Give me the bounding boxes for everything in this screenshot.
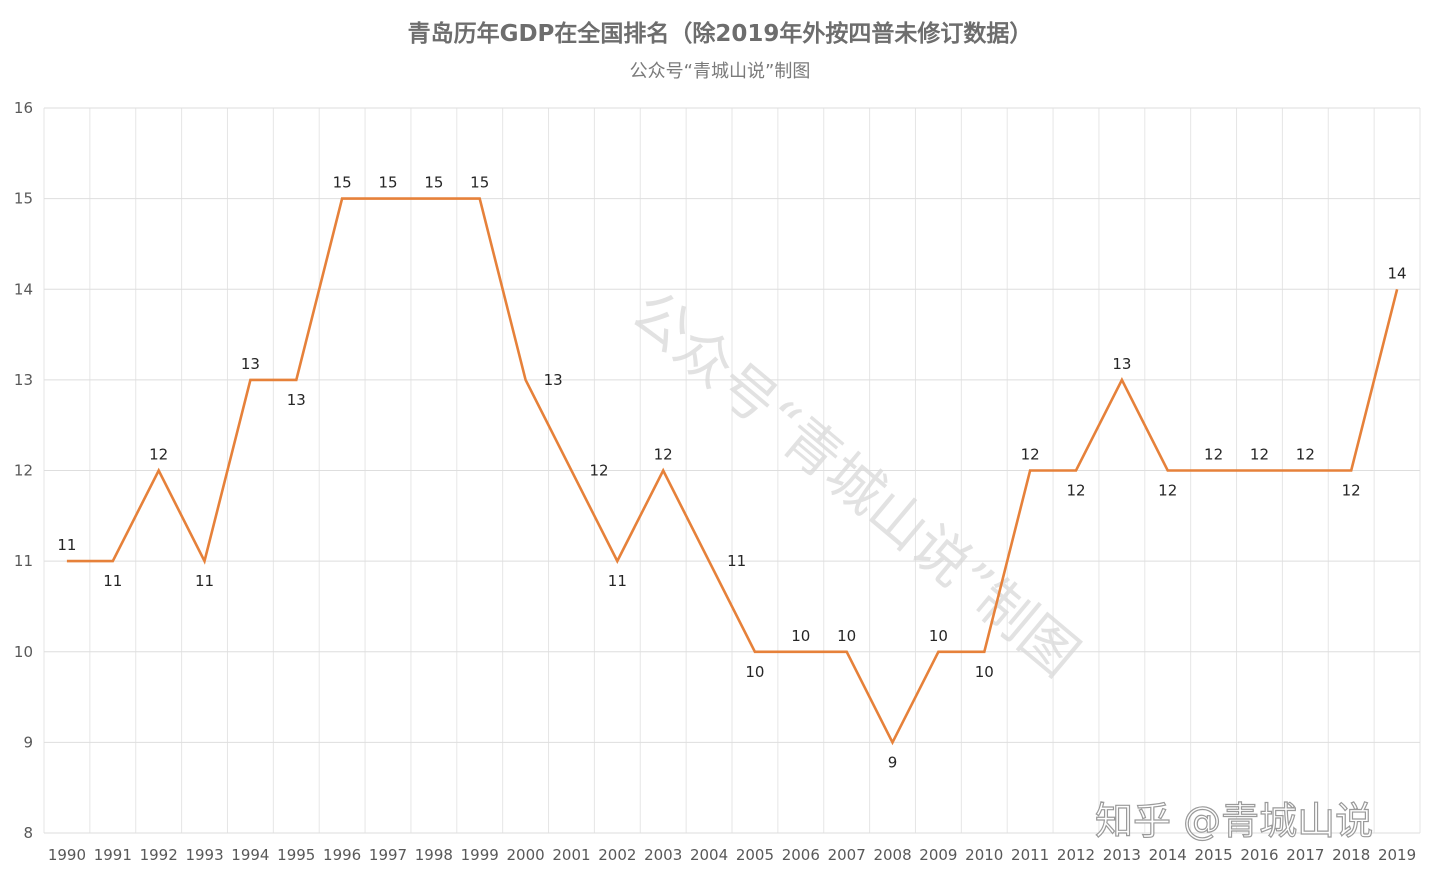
x-tick-label: 1996 [323, 846, 361, 864]
data-label: 12 [654, 446, 673, 464]
data-label: 13 [544, 371, 563, 389]
y-axis-ticks: 8 9 10 11 12 13 14 15 16 [14, 99, 33, 842]
y-tick-label: 11 [14, 552, 33, 570]
x-tick-label: 2014 [1149, 846, 1187, 864]
data-label: 9 [888, 753, 898, 771]
y-tick-label: 13 [14, 371, 33, 389]
x-tick-label: 1994 [231, 846, 269, 864]
data-label: 12 [589, 462, 608, 480]
data-label: 10 [975, 663, 994, 681]
x-tick-label: 2006 [782, 846, 820, 864]
x-tick-label: 2011 [1011, 846, 1049, 864]
y-tick-label: 15 [14, 190, 33, 208]
data-label: 15 [424, 174, 443, 192]
x-tick-label: 2008 [873, 846, 911, 864]
data-label: 10 [929, 627, 948, 645]
x-tick-label: 2010 [965, 846, 1003, 864]
x-tick-label: 2018 [1332, 846, 1370, 864]
data-label: 13 [287, 391, 306, 409]
y-tick-label: 14 [14, 280, 33, 298]
y-tick-label: 10 [14, 643, 33, 661]
data-label: 15 [378, 174, 397, 192]
x-tick-label: 2016 [1240, 846, 1278, 864]
data-label: 14 [1388, 264, 1407, 282]
data-labels: 11 11 12 11 13 13 15 15 15 15 13 12 11 12 11 10 10 10 9 10 1… [57, 174, 1406, 772]
x-tick-label: 2019 [1378, 846, 1416, 864]
x-tick-label: 2013 [1103, 846, 1141, 864]
x-tick-label: 2005 [736, 846, 774, 864]
y-tick-label: 8 [23, 824, 33, 842]
series-layer [66, 197, 1399, 746]
data-label: 12 [1296, 446, 1315, 464]
data-label: 12 [1021, 446, 1040, 464]
y-tick-label: 12 [14, 462, 33, 480]
data-label: 12 [1158, 482, 1177, 500]
data-label: 12 [1342, 482, 1361, 500]
x-tick-label: 1999 [461, 846, 499, 864]
x-tick-label: 1995 [277, 846, 315, 864]
x-tick-label: 1997 [369, 846, 407, 864]
y-tick-label: 9 [23, 733, 33, 751]
data-label: 10 [745, 663, 764, 681]
data-label: 15 [470, 174, 489, 192]
x-tick-label: 2012 [1057, 846, 1095, 864]
x-tick-label: 2007 [828, 846, 866, 864]
data-label: 11 [103, 572, 122, 590]
data-label: 12 [1250, 446, 1269, 464]
x-tick-label: 2015 [1195, 846, 1233, 864]
x-tick-label: 2009 [919, 846, 957, 864]
data-label: 10 [791, 627, 810, 645]
data-label: 11 [727, 552, 746, 570]
chart-title: 青岛历年GDP在全国排名（除2019年外按四普未修订数据） [407, 21, 1033, 47]
x-tick-label: 1991 [94, 846, 132, 864]
x-tick-label: 2004 [690, 846, 728, 864]
x-tick-label: 2002 [598, 846, 636, 864]
data-label: 12 [1066, 482, 1085, 500]
data-label: 12 [149, 446, 168, 464]
chart-subtitle: 公众号“青城山说”制图 [629, 61, 811, 82]
data-label: 11 [195, 572, 214, 590]
y-tick-label: 16 [14, 99, 33, 117]
data-label: 10 [837, 627, 856, 645]
x-tick-label: 2001 [552, 846, 590, 864]
data-label: 12 [1204, 446, 1223, 464]
data-label: 13 [1112, 355, 1131, 373]
data-label: 15 [333, 174, 352, 192]
x-tick-label: 2003 [644, 846, 682, 864]
data-label: 13 [241, 355, 260, 373]
data-label: 11 [608, 572, 627, 590]
x-tick-label: 1993 [185, 846, 223, 864]
x-tick-label: 1990 [48, 846, 86, 864]
x-tick-label: 2000 [507, 846, 545, 864]
x-tick-label: 1998 [415, 846, 453, 864]
series-line [66, 197, 1399, 746]
data-label: 11 [57, 536, 76, 554]
x-tick-label: 1992 [140, 846, 178, 864]
x-axis-ticks: 1990 1991 1992 1993 1994 1995 1996 1997 1998 1999… [48, 846, 1416, 864]
x-tick-label: 2017 [1286, 846, 1324, 864]
watermark-corner-text: 知乎 @青城山说 [1095, 799, 1373, 843]
